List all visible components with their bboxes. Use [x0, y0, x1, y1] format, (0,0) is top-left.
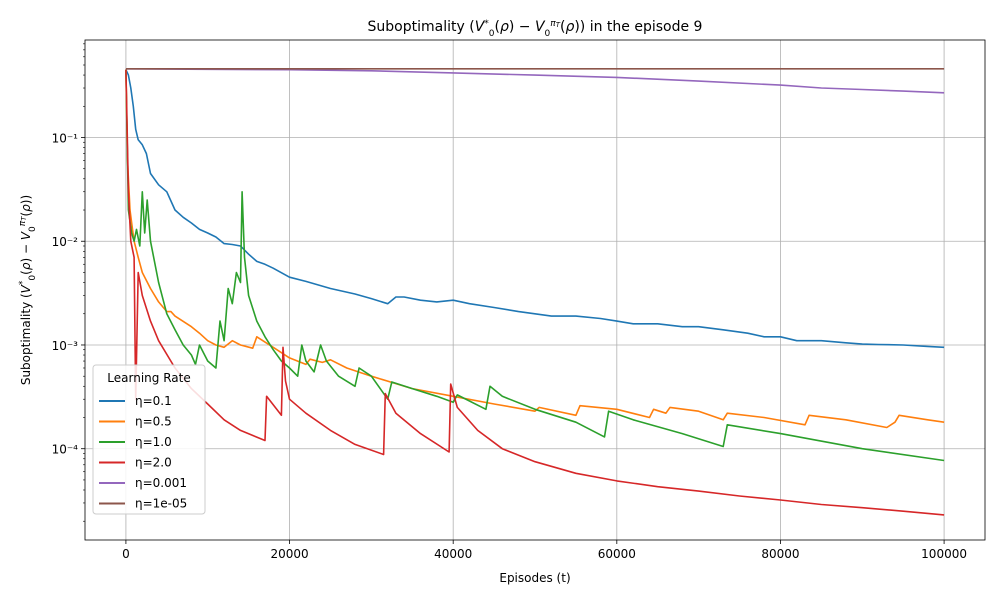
x-tick-label: 40000 [434, 547, 472, 561]
legend-label: η=2.0 [135, 456, 172, 470]
x-tick-label: 100000 [921, 547, 967, 561]
series-line-0 [125, 69, 945, 349]
series-line-4 [125, 68, 945, 94]
legend-items: η=0.1 η=0.5 η=1.0 η=2.0 η=0.001 η=1e-05 [99, 394, 187, 511]
series-line-3 [125, 69, 945, 516]
plot-frame [84, 39, 986, 541]
legend-label: η=0.5 [135, 415, 172, 429]
legend-box [92, 364, 206, 515]
y-tick-label: 10⁻² [52, 235, 79, 249]
legend-label: η=1.0 [135, 435, 172, 449]
legend-label: η=0.001 [135, 476, 187, 490]
chart-title: Suboptimality (V*0(ρ) − V0πT(ρ)) in the … [368, 19, 703, 39]
y-tick-label: 10⁻³ [52, 339, 79, 353]
series-line-2 [125, 69, 945, 462]
y-axis-label: Suboptimality (V*0(ρ) − V0πT(ρ)) [18, 195, 38, 385]
x-tick-label: 60000 [598, 547, 636, 561]
legend: Learning Rate η=0.1 η=0.5 η=1.0 η=2.0 η=0.00… [92, 364, 206, 515]
x-tick-label: 0 [122, 547, 130, 561]
x-axis-label: Episodes (t) [499, 571, 570, 585]
grid [85, 40, 985, 540]
series-line-1 [125, 69, 945, 429]
y-tick-label: 10⁻⁴ [52, 443, 79, 457]
x-tick-label: 20000 [270, 547, 308, 561]
legend-label: η=0.1 [135, 394, 172, 408]
legend-title: Learning Rate [107, 371, 190, 385]
x-tick-label: 80000 [761, 547, 799, 561]
series-lines [125, 68, 945, 516]
y-axis-ticks: 10⁻⁴ 10⁻³ 10⁻² 10⁻¹ [52, 43, 85, 522]
legend-label: η=1e-05 [135, 497, 187, 511]
x-axis-ticks: 0 20000 40000 60000 80000 100000 [122, 540, 967, 561]
y-tick-label: 10⁻¹ [52, 132, 79, 146]
